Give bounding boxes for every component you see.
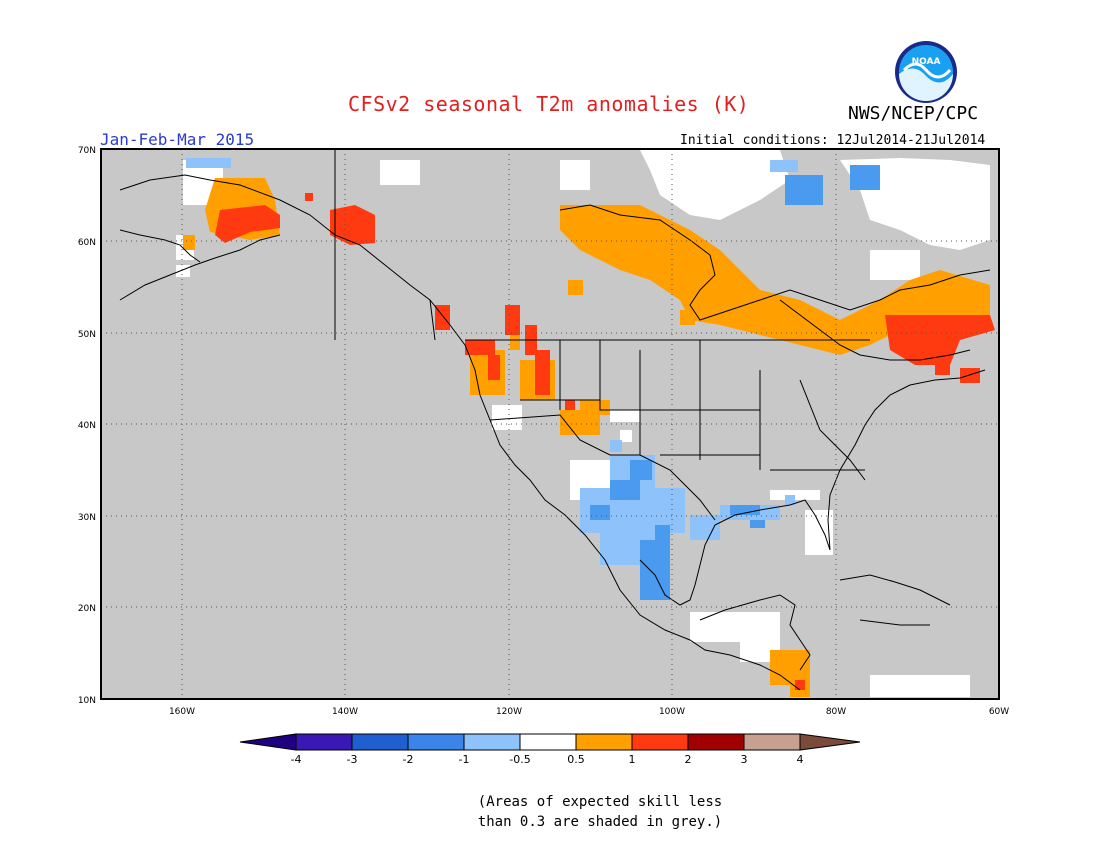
colorbar-tick-label: 0.5 xyxy=(567,753,585,766)
skill-note-line1: (Areas of expected skill less xyxy=(477,794,723,810)
lat-label: 70N xyxy=(78,146,96,156)
colorbar-swatch xyxy=(631,733,689,751)
lat-label: 20N xyxy=(78,604,96,614)
colorbar-low-arrow xyxy=(239,733,297,751)
colorbar-tick-label: -4 xyxy=(291,753,302,766)
agency-label: NWS/NCEP/CPC xyxy=(848,103,979,124)
colorbar-tick-label: 4 xyxy=(797,753,804,766)
lat-labels: 70N 60N 50N 40N 30N 20N 10N xyxy=(78,146,96,706)
colorbar-swatch xyxy=(743,733,801,751)
lon-label: 60W xyxy=(989,707,1009,717)
lat-label: 10N xyxy=(78,696,96,706)
colorbar-tick-label: 3 xyxy=(741,753,748,766)
skill-note: (Areas of expected skill less than 0.3 a… xyxy=(470,792,730,832)
lon-label: 100W xyxy=(659,707,685,717)
lon-label: 80W xyxy=(826,707,846,717)
coastlines xyxy=(119,150,991,691)
colorbar-tick-label: -0.5 xyxy=(509,753,530,766)
colorbar-tick-label: -3 xyxy=(347,753,358,766)
colorbar-swatch xyxy=(575,733,633,751)
colorbar-labels: -4 -3 -2 -1 -0.5 0.5 1 2 3 4 xyxy=(291,753,804,766)
red-anomaly-regions xyxy=(215,193,995,690)
map-frame xyxy=(100,148,1000,700)
skill-note-line2: than 0.3 are shaded in grey.) xyxy=(477,814,723,830)
colorbar-tick-label: -1 xyxy=(459,753,470,766)
lat-label: 60N xyxy=(78,238,96,248)
colorbar-swatch xyxy=(407,733,465,751)
colorbar-swatch xyxy=(519,733,577,751)
noaa-logo: NOAA xyxy=(895,41,957,103)
lon-label: 160W xyxy=(169,707,195,717)
map-background xyxy=(101,149,999,699)
lon-labels: 160W 140W 120W 100W 80W 60W xyxy=(169,707,1009,717)
colorbar-tick-label: -2 xyxy=(403,753,414,766)
lon-label: 140W xyxy=(332,707,358,717)
blue-anomaly-regions xyxy=(590,165,880,600)
lat-label: 40N xyxy=(78,421,96,431)
colorbar-swatch xyxy=(295,733,353,751)
initial-conditions: Initial conditions: 12Jul2014-21Jul2014 xyxy=(680,133,986,148)
lon-label: 120W xyxy=(496,707,522,717)
lat-label: 50N xyxy=(78,330,96,340)
colorbar-swatch xyxy=(463,733,521,751)
colorbar-tick-label: 2 xyxy=(685,753,692,766)
lat-label: 30N xyxy=(78,513,96,523)
colorbar-high-arrow xyxy=(799,733,861,751)
logo-text: NOAA xyxy=(912,57,941,67)
colorbar-swatch xyxy=(351,733,409,751)
colorbar xyxy=(239,733,861,751)
map-title: CFSv2 seasonal T2m anomalies (K) xyxy=(348,92,750,116)
graticule xyxy=(101,149,999,699)
colorbar-swatch xyxy=(687,733,745,751)
forecast-period: Jan-Feb-Mar 2015 xyxy=(100,130,255,149)
colorbar-tick-label: 1 xyxy=(629,753,636,766)
